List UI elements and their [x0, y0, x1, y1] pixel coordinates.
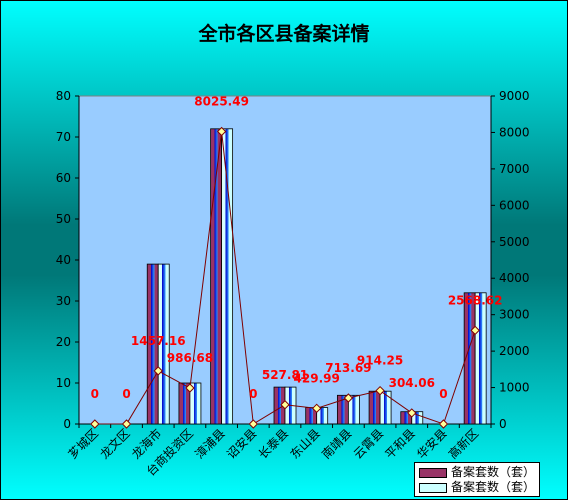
- data-label: 986.68: [167, 351, 213, 365]
- legend-swatch-series-1: [419, 467, 447, 478]
- data-label: 0: [249, 387, 257, 401]
- y-right-tick-label: 7000: [499, 162, 530, 176]
- line-point-marker: [121, 419, 132, 429]
- bar-series-2: [411, 411, 424, 425]
- y-right-tick-label: 2000: [499, 344, 530, 358]
- chart-title: 全市各区县备案详情: [198, 23, 370, 45]
- y-right-tick-label: 3000: [499, 308, 530, 322]
- data-label: 8025.49: [194, 95, 249, 109]
- bar-series-1: [368, 390, 381, 425]
- line-point-marker: [90, 419, 100, 429]
- line-point-marker: [280, 400, 290, 410]
- bar-series-2: [157, 263, 170, 425]
- line-point-marker: [185, 383, 195, 393]
- data-label: 0: [439, 387, 447, 401]
- y-right-tick-label: 8000: [499, 125, 530, 139]
- legend-swatch-series-2: [419, 482, 447, 493]
- y-left-tick-label: 10: [56, 376, 71, 390]
- data-label: 914.25: [357, 354, 403, 368]
- data-label: 429.99: [294, 371, 340, 385]
- y-right-tick-label: 6000: [499, 198, 530, 212]
- line-point-marker: [216, 126, 227, 137]
- legend-label-series-2: 备案套数（套）: [451, 480, 536, 494]
- bar-series-2: [189, 382, 202, 425]
- line-point-marker: [343, 393, 354, 403]
- legend: 备案套数（套） 备案套数（套）: [414, 462, 540, 497]
- y-left-tick-label: 80: [56, 89, 71, 103]
- y-left-tick-label: 60: [56, 171, 71, 185]
- y-left-tick-label: 50: [56, 212, 71, 226]
- legend-item-series-2: 备案套数（套）: [419, 480, 535, 494]
- data-label: 1457.16: [131, 334, 186, 348]
- bar-series-2: [316, 407, 329, 425]
- legend-label-series-1: 备案套数（套）: [451, 465, 536, 479]
- data-label: 304.06: [389, 376, 435, 390]
- y-left-tick-label: 70: [56, 130, 71, 144]
- line-point-marker: [407, 408, 417, 418]
- y-right-tick-label: 5000: [499, 235, 530, 249]
- bar-series-2: [347, 394, 360, 425]
- line-point-marker: [470, 325, 480, 336]
- legend-item-series-1: 备案套数（套）: [419, 465, 535, 479]
- data-label: 713.69: [325, 361, 371, 375]
- data-label: 0: [122, 387, 130, 401]
- line-point-marker: [248, 419, 259, 429]
- y-left-tick-label: 30: [56, 294, 71, 308]
- y-left-tick-label: 40: [56, 253, 71, 267]
- data-label: 2568.62: [448, 293, 503, 307]
- line-point-marker: [438, 419, 449, 429]
- data-label: 527.81: [262, 368, 308, 382]
- y-right-tick-label: 9000: [499, 89, 530, 103]
- y-right-tick-label: 0: [499, 417, 507, 431]
- bar-series-2: [379, 390, 392, 425]
- bar-series-2: [474, 292, 487, 425]
- bar-series-2: [221, 128, 234, 425]
- y-right-tick-label: 4000: [499, 271, 530, 285]
- y-left-tick-label: 0: [63, 417, 71, 431]
- line-point-marker: [311, 403, 322, 414]
- y-left-tick-label: 20: [56, 335, 71, 349]
- line-point-marker: [375, 385, 385, 396]
- line-point-marker: [153, 366, 163, 376]
- data-label: 0: [91, 387, 99, 401]
- y-right-tick-label: 1000: [499, 381, 530, 395]
